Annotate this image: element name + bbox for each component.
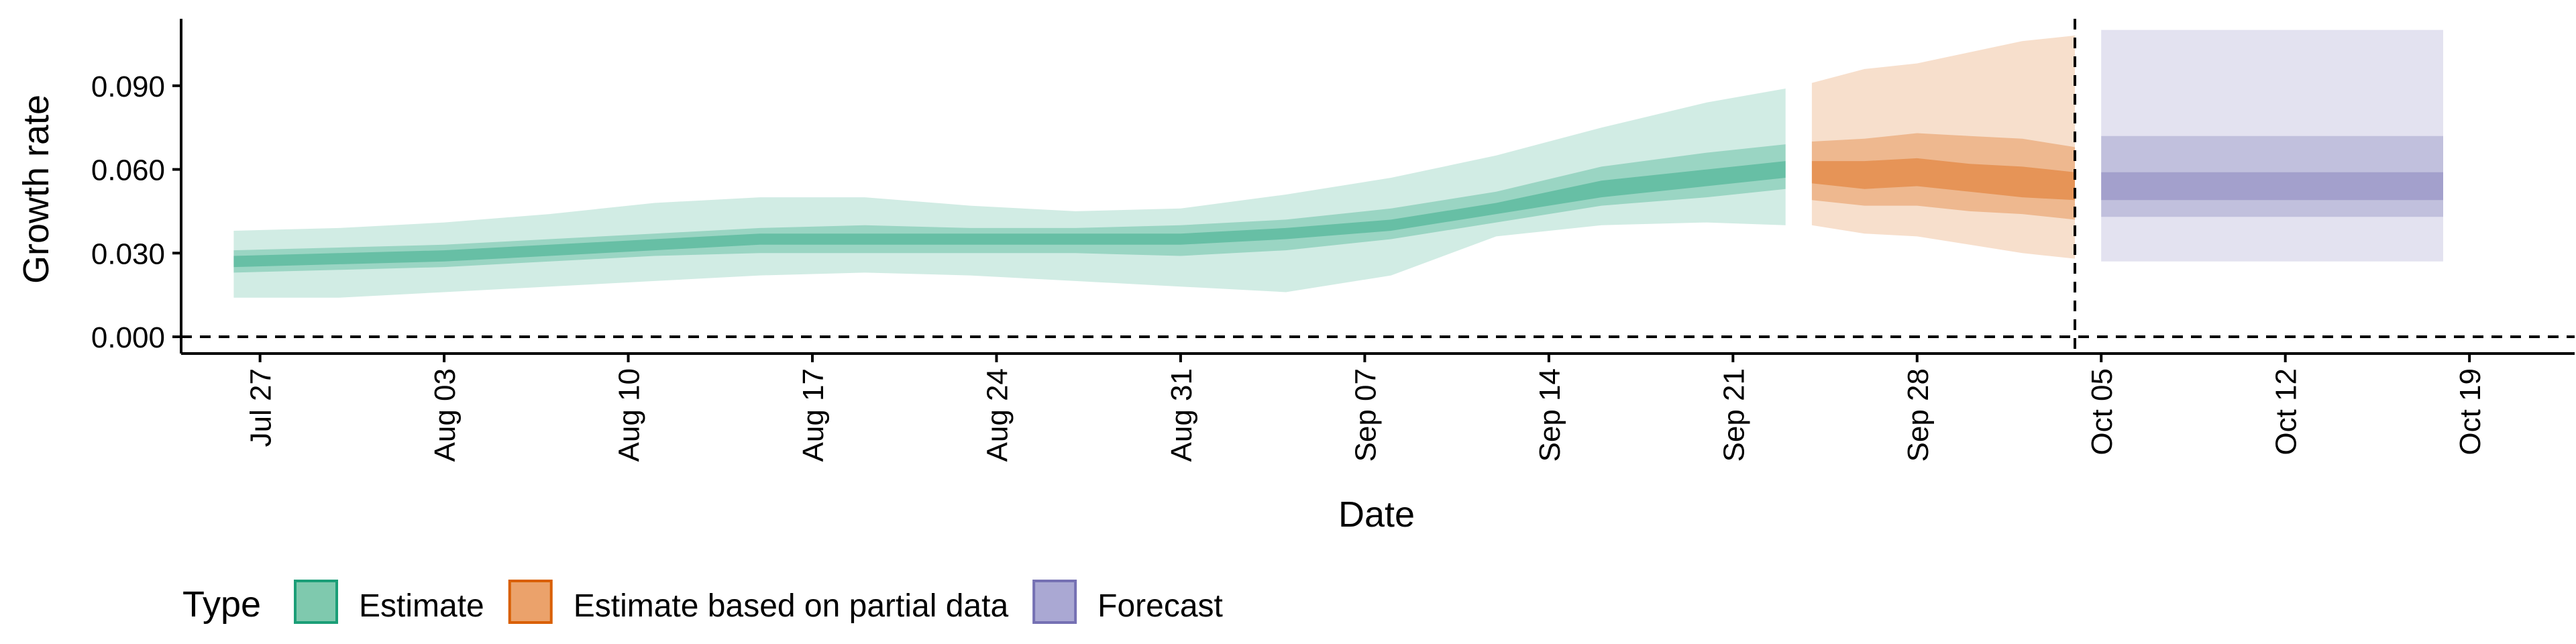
y-tick-label: 0.090: [91, 70, 165, 103]
ribbon-90-series-1: [1811, 36, 2075, 259]
x-tick-label: Aug 10: [613, 368, 646, 462]
series-1: [1811, 36, 2075, 259]
legend-title: Type: [182, 584, 261, 625]
x-tick-label: Oct 12: [2270, 368, 2303, 455]
x-tick-label: Sep 21: [1717, 368, 1750, 462]
ribbon-20-series-1: [1811, 158, 2075, 201]
legend-item-1: Estimate based on partial data: [508, 580, 1009, 624]
legend-label: Estimate based on partial data: [574, 588, 1009, 624]
ribbon-90-series-0: [233, 89, 1786, 298]
x-tick-label: Sep 07: [1349, 368, 1382, 462]
series-0: [233, 89, 1786, 298]
x-tick-label: Aug 24: [981, 368, 1014, 462]
legend-item-0: Estimate: [294, 580, 484, 624]
reference-lines: [181, 19, 2575, 354]
y-axis-label: Growth rate: [16, 95, 56, 284]
legend-item-2: Forecast: [1032, 580, 1223, 624]
ribbon-50-series-0: [233, 144, 1786, 273]
ribbon-50-series-1: [1811, 133, 2075, 220]
ribbon-20-series-2: [2101, 172, 2443, 201]
series-2: [2101, 30, 2443, 262]
ribbon-20-series-0: [233, 161, 1786, 268]
x-tick-label: Sep 14: [1534, 368, 1566, 462]
x-tick-label: Oct 05: [2086, 368, 2118, 455]
legend-label: Forecast: [1097, 588, 1223, 624]
y-tick-label: 0.060: [91, 154, 165, 187]
ribbon-90-series-2: [2101, 30, 2443, 262]
legend-swatch: [294, 580, 338, 624]
y-tick-label: 0.000: [91, 321, 165, 354]
x-tick-label: Jul 27: [245, 368, 278, 447]
ribbon-layer: [233, 30, 2443, 298]
x-tick-label: Aug 31: [1165, 368, 1198, 462]
x-tick-label: Oct 19: [2454, 368, 2487, 455]
x-tick-label: Aug 17: [797, 368, 830, 462]
legend: Type Estimate Estimate based on partial d…: [182, 580, 1223, 625]
ribbon-50-series-2: [2101, 136, 2443, 217]
legend-swatch: [1032, 580, 1077, 624]
legend-label: Estimate: [359, 588, 484, 624]
axes: 0.000 0.030 0.060 0.090 Jul 27 Aug 03 Aug 10 Au…: [91, 19, 2575, 462]
legend-swatch: [508, 580, 553, 624]
x-axis-label: Date: [1338, 494, 1415, 535]
x-tick-label: Aug 03: [429, 368, 462, 462]
y-tick-label: 0.030: [91, 237, 165, 270]
x-tick-label: Sep 28: [1902, 368, 1935, 462]
